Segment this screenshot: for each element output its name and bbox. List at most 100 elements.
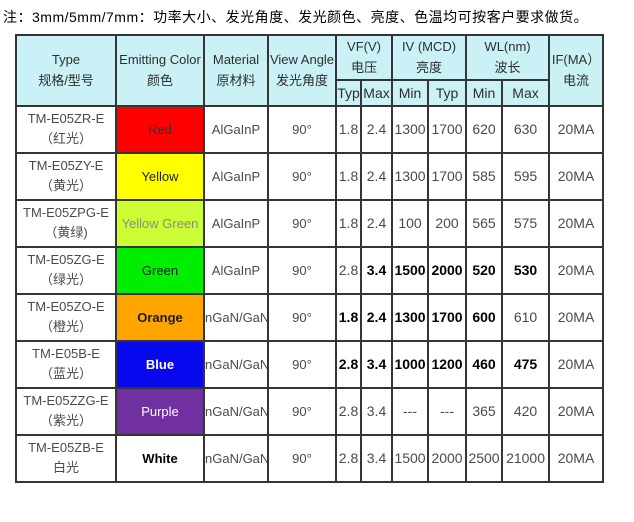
led-spec-table: Type 规格/型号 Emitting Color 颜色 Material 原材… bbox=[15, 34, 605, 483]
view-angle-cell: 90° bbox=[267, 198, 337, 248]
subheader-vf-max: Max bbox=[359, 78, 394, 107]
material-cell: nGaN/GaN bbox=[203, 433, 269, 483]
wl-max-cell: 610 bbox=[501, 292, 551, 342]
view-angle-cell: 90° bbox=[267, 386, 337, 436]
model-cell: TM-E05ZR-E （红光） bbox=[15, 104, 117, 154]
iv-typ-cell: 2000 bbox=[427, 433, 468, 483]
wl-min-cell: 2500 bbox=[465, 433, 504, 483]
iv-min-cell: --- bbox=[391, 386, 430, 436]
header-iv: IV (MCD) 亮度 bbox=[391, 34, 468, 81]
wl-min-cell: 620 bbox=[465, 104, 504, 154]
vf-typ-cell: 1.8 bbox=[335, 198, 362, 248]
iv-min-cell: 100 bbox=[391, 198, 430, 248]
subheader-wl-min: Min bbox=[465, 78, 504, 107]
if-cell: 20MA bbox=[548, 433, 605, 483]
material-cell: nGaN/GaN bbox=[203, 339, 269, 389]
model-cell: TM-E05ZZG-E （紫光） bbox=[15, 386, 117, 436]
iv-typ-cell: 1700 bbox=[427, 104, 468, 154]
table-row: TM-E05ZB-E 白光 White nGaN/GaN 90° 2.8 3.4… bbox=[15, 433, 605, 483]
emitting-color-cell: Yellow bbox=[115, 151, 205, 201]
if-cell: 20MA bbox=[548, 386, 605, 436]
wl-max-cell: 21000 bbox=[501, 433, 551, 483]
wl-max-cell: 420 bbox=[501, 386, 551, 436]
view-angle-cell: 90° bbox=[267, 151, 337, 201]
material-cell: AlGaInP bbox=[203, 151, 269, 201]
vf-max-cell: 3.4 bbox=[359, 386, 394, 436]
material-cell: AlGaInP bbox=[203, 245, 269, 295]
model-name: TM-E05ZO-E bbox=[27, 299, 105, 315]
vf-max-cell: 3.4 bbox=[359, 433, 394, 483]
emitting-color-cell: Blue bbox=[115, 339, 205, 389]
model-name: TM-E05ZR-E bbox=[27, 111, 105, 127]
table-row: TM-E05ZO-E （橙光） Orange nGaN/GaN 90° 1.8 … bbox=[15, 292, 605, 342]
model-name-zh: 白光 bbox=[52, 460, 79, 476]
model-name: TM-E05B-E bbox=[32, 346, 100, 362]
model-name: TM-E05ZY-E bbox=[28, 158, 104, 174]
vf-typ-cell: 2.8 bbox=[335, 245, 362, 295]
view-angle-cell: 90° bbox=[267, 245, 337, 295]
vf-max-cell: 2.4 bbox=[359, 198, 394, 248]
vf-typ-cell: 2.8 bbox=[335, 386, 362, 436]
view-angle-cell: 90° bbox=[267, 339, 337, 389]
model-cell: TM-E05ZY-E （黄光） bbox=[15, 151, 117, 201]
vf-max-cell: 3.4 bbox=[359, 245, 394, 295]
subheader-iv-min: Min bbox=[391, 78, 430, 107]
model-name-zh: （红光） bbox=[39, 131, 92, 147]
view-angle-cell: 90° bbox=[267, 433, 337, 483]
iv-min-cell: 1500 bbox=[391, 245, 430, 295]
model-cell: TM-E05B-E （蓝光） bbox=[15, 339, 117, 389]
material-cell: nGaN/GaN bbox=[203, 292, 269, 342]
emitting-color-cell: Red bbox=[115, 104, 205, 154]
table-row: TM-E05ZY-E （黄光） Yellow AlGaInP 90° 1.8 2… bbox=[15, 151, 605, 201]
table-header: Type 规格/型号 Emitting Color 颜色 Material 原材… bbox=[15, 34, 605, 107]
note-text: 注：3mm/5mm/7mm：功率大小、发光角度、发光颜色、亮度、色温均可按客户要… bbox=[3, 9, 589, 25]
header-material: Material 原材料 bbox=[203, 34, 269, 107]
subheader-vf-typ: Typ bbox=[335, 78, 362, 107]
header-if: IF(MA） 电流 bbox=[548, 34, 605, 107]
view-angle-cell: 90° bbox=[267, 292, 337, 342]
wl-min-cell: 600 bbox=[465, 292, 504, 342]
wl-max-cell: 595 bbox=[501, 151, 551, 201]
model-cell: TM-E05ZPG-E （黄绿) bbox=[15, 198, 117, 248]
table-row: TM-E05ZG-E （绿光） Green AlGaInP 90° 2.8 3.… bbox=[15, 245, 605, 295]
iv-min-cell: 1000 bbox=[391, 339, 430, 389]
iv-min-cell: 1300 bbox=[391, 292, 430, 342]
material-cell: nGaN/GaN bbox=[203, 386, 269, 436]
model-cell: TM-E05ZO-E （橙光） bbox=[15, 292, 117, 342]
subheader-iv-typ: Typ bbox=[427, 78, 468, 107]
iv-min-cell: 1500 bbox=[391, 433, 430, 483]
material-cell: AlGaInP bbox=[203, 104, 269, 154]
if-cell: 20MA bbox=[548, 292, 605, 342]
vf-max-cell: 2.4 bbox=[359, 151, 394, 201]
wl-max-cell: 475 bbox=[501, 339, 551, 389]
wl-min-cell: 565 bbox=[465, 198, 504, 248]
wl-max-cell: 630 bbox=[501, 104, 551, 154]
header-view-angle: View Angle 发光角度 bbox=[267, 34, 337, 107]
vf-typ-cell: 2.8 bbox=[335, 339, 362, 389]
header-type: Type 规格/型号 bbox=[15, 34, 117, 107]
model-name: TM-E05ZG-E bbox=[27, 252, 105, 268]
header-emitting-color: Emitting Color 颜色 bbox=[115, 34, 205, 107]
if-cell: 20MA bbox=[548, 339, 605, 389]
vf-typ-cell: 1.8 bbox=[335, 292, 362, 342]
emitting-color-cell: Orange bbox=[115, 292, 205, 342]
model-name: TM-E05ZB-E bbox=[28, 440, 104, 456]
if-cell: 20MA bbox=[548, 104, 605, 154]
model-cell: TM-E05ZB-E 白光 bbox=[15, 433, 117, 483]
header-vf: VF(V) 电压 bbox=[334, 34, 394, 81]
model-name-zh: （绿光） bbox=[39, 272, 92, 288]
emitting-color-cell: Yellow Green bbox=[115, 198, 205, 248]
table-row: TM-E05ZPG-E （黄绿) Yellow Green AlGaInP 90… bbox=[15, 198, 605, 248]
iv-typ-cell: --- bbox=[427, 386, 468, 436]
subheader-wl-max: Max bbox=[501, 78, 551, 107]
if-cell: 20MA bbox=[548, 245, 605, 295]
iv-typ-cell: 1700 bbox=[427, 292, 468, 342]
wl-min-cell: 365 bbox=[465, 386, 504, 436]
table-row: TM-E05ZZG-E （紫光） Purple nGaN/GaN 90° 2.8… bbox=[15, 386, 605, 436]
view-angle-cell: 90° bbox=[267, 104, 337, 154]
wl-max-cell: 530 bbox=[501, 245, 551, 295]
model-name-zh: （蓝光） bbox=[39, 366, 92, 382]
table-row: TM-E05B-E （蓝光） Blue nGaN/GaN 90° 2.8 3.4… bbox=[15, 339, 605, 389]
model-cell: TM-E05ZG-E （绿光） bbox=[15, 245, 117, 295]
wl-min-cell: 585 bbox=[465, 151, 504, 201]
